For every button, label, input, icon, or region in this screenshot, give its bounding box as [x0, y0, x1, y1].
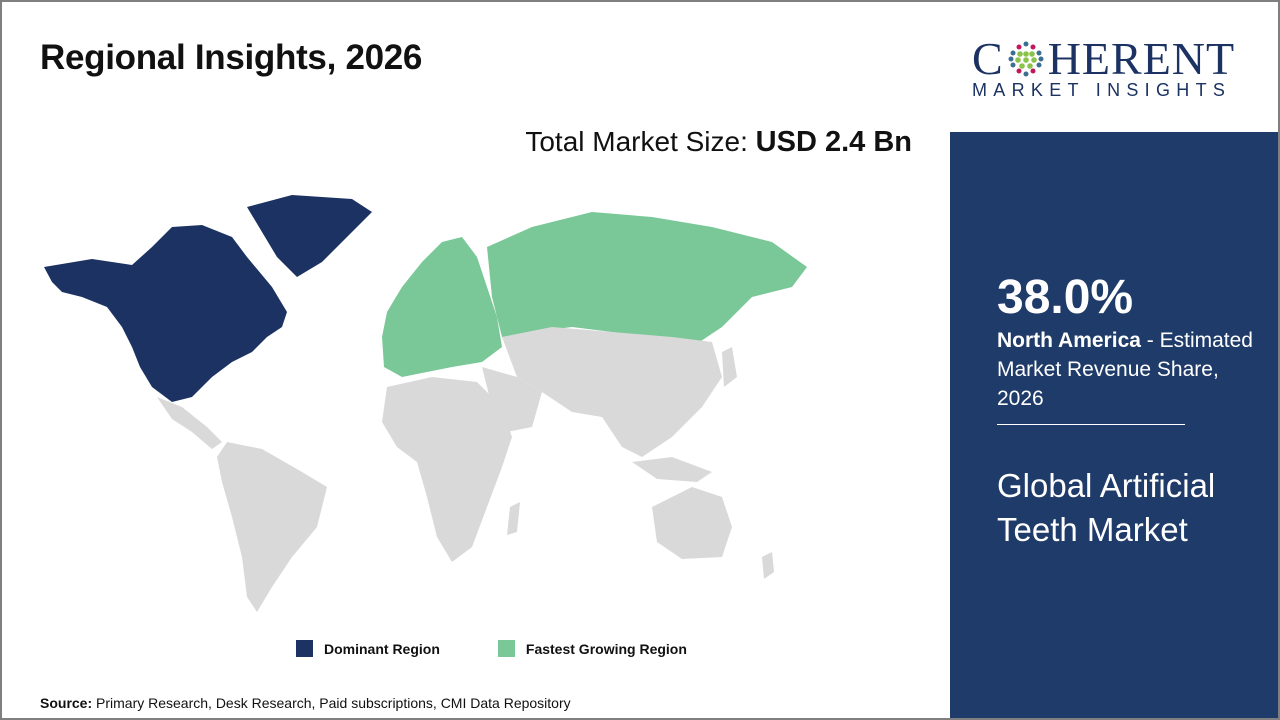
market-name: Global Artificial Teeth Market — [997, 467, 1216, 548]
region-asia — [502, 327, 722, 457]
total-market-size: Total Market Size: USD 2.4 Bn — [525, 126, 912, 159]
legend-dominant: Dominant Region — [296, 640, 440, 657]
logo-letter-c: C — [972, 33, 1004, 84]
info-panel: C HERENT MARK — [950, 2, 1278, 718]
logo-tagline: MARKET INSIGHTS — [972, 80, 1232, 100]
page-title: Regional Insights, 2026 — [40, 38, 423, 77]
share-description: North America - Estimated Market Revenue… — [997, 326, 1267, 413]
region-japan — [722, 347, 737, 387]
map-legend: Dominant Region Fastest Growing Region — [296, 640, 745, 657]
share-percentage: 38.0% — [997, 271, 1134, 324]
dominant-region-name: North America — [997, 329, 1141, 352]
total-value: USD 2.4 Bn — [755, 126, 912, 158]
logo-wordmark: C HERENT — [972, 32, 1235, 85]
region-australia — [652, 487, 732, 559]
source-note: Source: Primary Research, Desk Research,… — [40, 695, 571, 711]
source-label: Source: — [40, 695, 93, 711]
source-text: Primary Research, Desk Research, Paid su… — [92, 695, 571, 711]
total-label: Total Market Size: — [525, 126, 756, 157]
logo-letters-herent: HERENT — [1047, 33, 1236, 84]
region-europe — [382, 237, 502, 377]
region-greenland — [247, 195, 372, 277]
map-panel: Regional Insights, 2026 Total Market Siz… — [2, 2, 948, 718]
region-south-america — [217, 442, 327, 612]
logo: C HERENT MARK — [950, 2, 1278, 132]
globe-dots-icon — [1008, 41, 1044, 76]
share-description-text: - Estimated Market Revenue Share, 2026 — [997, 329, 1253, 410]
region-north-america — [44, 225, 287, 402]
region-africa — [382, 377, 512, 562]
fastest-swatch — [497, 640, 515, 657]
legend-fastest: Fastest Growing Region — [497, 640, 687, 657]
region-middle-east — [482, 367, 542, 432]
region-central-america — [157, 397, 222, 449]
legend-label: Dominant Region — [324, 640, 440, 657]
region-russia — [487, 212, 807, 347]
region-southeast-asia — [632, 457, 712, 482]
region-madagascar — [507, 502, 520, 535]
dominant-swatch — [296, 640, 313, 657]
divider — [997, 424, 1185, 425]
world-map — [44, 195, 807, 612]
legend-label: Fastest Growing Region — [525, 640, 687, 657]
region-new-zealand — [762, 552, 774, 579]
